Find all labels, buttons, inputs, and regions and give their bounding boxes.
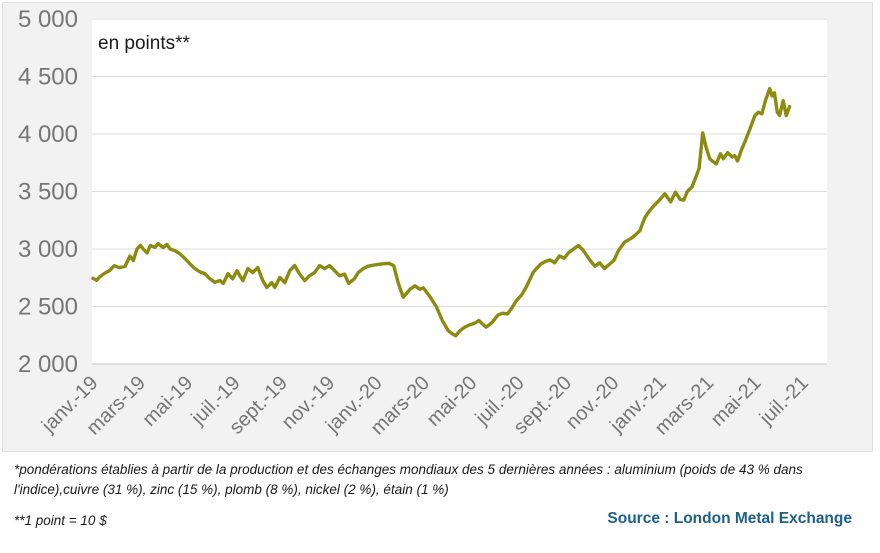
y-axis-label: 3 000: [18, 236, 78, 263]
x-axis-label: juil.-21: [755, 372, 813, 430]
footnote-weights-line1: *pondérations établies à partir de la pr…: [14, 462, 803, 477]
footnote-weights: *pondérations établies à partir de la pr…: [14, 460, 870, 500]
chart-panel: 2 000 2 500 3 000 3 500 4 000 4 500 5 000 janv.…: [2, 2, 873, 452]
metal-index-line: [91, 86, 792, 338]
chart-title: en points**: [98, 33, 191, 54]
source-label: Source : London Metal Exchange: [607, 510, 852, 527]
x-axis-label: mai-20: [423, 372, 482, 431]
y-axis-label: 2 500: [18, 294, 78, 321]
y-axis-label: 4 500: [18, 64, 78, 91]
y-axis-label: 5 000: [18, 6, 78, 33]
footnote-weights-line2: l'indice),cuivre (31 %), zinc (15 %), pl…: [14, 482, 449, 497]
y-axis-label: 2 000: [18, 351, 78, 378]
x-axis-label: mai-19: [138, 372, 197, 431]
x-axis-label: mai-21: [707, 372, 766, 431]
footnote-point-value: **1 point = 10 $: [14, 513, 107, 528]
y-axis-label: 4 000: [18, 121, 78, 148]
y-axis-label: 3 500: [18, 179, 78, 206]
